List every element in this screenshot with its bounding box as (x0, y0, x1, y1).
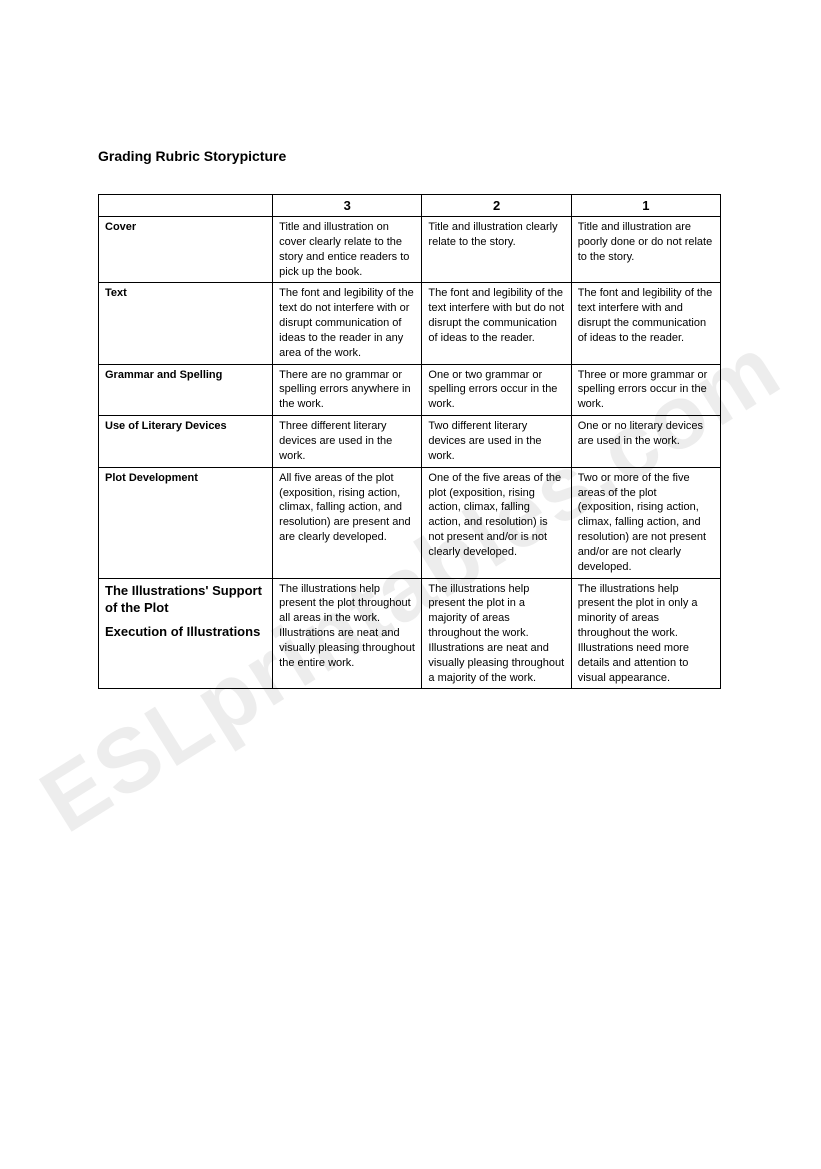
table-row: Text The font and legibility of the text… (99, 283, 721, 364)
criteria-main-label: The Illustrations' Support of the Plot (105, 583, 262, 616)
page-title: Grading Rubric Storypicture (98, 148, 721, 164)
criteria-illustrations: The Illustrations' Support of the Plot E… (99, 578, 273, 689)
cell: One or no literary devices are used in t… (571, 416, 720, 468)
cell: The illustrations help present the plot … (571, 578, 720, 689)
table-row: The Illustrations' Support of the Plot E… (99, 578, 721, 689)
cell: Two different literary devices are used … (422, 416, 571, 468)
table-row: Use of Literary Devices Three different … (99, 416, 721, 468)
cell: The illustrations help present the plot … (422, 578, 571, 689)
cell: The font and legibility of the text inte… (571, 283, 720, 364)
header-col-2: 2 (422, 195, 571, 217)
table-row: Plot Development All five areas of the p… (99, 467, 721, 578)
cell: One of the five areas of the plot (expos… (422, 467, 571, 578)
cell: All five areas of the plot (exposition, … (273, 467, 422, 578)
table-header-row: 3 2 1 (99, 195, 721, 217)
table-row: Cover Title and illustration on cover cl… (99, 217, 721, 283)
header-col-3: 3 (273, 195, 422, 217)
cell: The font and legibility of the text do n… (273, 283, 422, 364)
cell: Three different literary devices are use… (273, 416, 422, 468)
table-row: Grammar and Spelling There are no gramma… (99, 364, 721, 416)
criteria-plot: Plot Development (99, 467, 273, 578)
cell: The font and legibility of the text inte… (422, 283, 571, 364)
cell: There are no grammar or spelling errors … (273, 364, 422, 416)
cell: Title and illustration are poorly done o… (571, 217, 720, 283)
cell: Title and illustration on cover clearly … (273, 217, 422, 283)
criteria-sub-label: Execution of Illustrations (105, 623, 266, 641)
rubric-table: 3 2 1 Cover Title and illustration on co… (98, 194, 721, 689)
cell: Three or more grammar or spelling errors… (571, 364, 720, 416)
criteria-text: Text (99, 283, 273, 364)
criteria-literary: Use of Literary Devices (99, 416, 273, 468)
cell: Title and illustration clearly relate to… (422, 217, 571, 283)
criteria-cover: Cover (99, 217, 273, 283)
cell: One or two grammar or spelling errors oc… (422, 364, 571, 416)
criteria-grammar: Grammar and Spelling (99, 364, 273, 416)
cell: The illustrations help present the plot … (273, 578, 422, 689)
cell: Two or more of the five areas of the plo… (571, 467, 720, 578)
header-blank (99, 195, 273, 217)
header-col-1: 1 (571, 195, 720, 217)
